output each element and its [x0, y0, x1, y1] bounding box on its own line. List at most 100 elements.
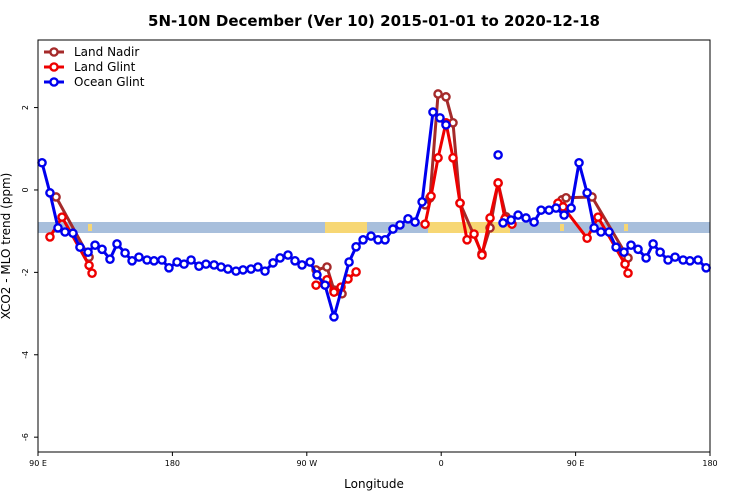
data-point: [201, 259, 211, 269]
data-point: [455, 198, 465, 208]
data-point: [157, 255, 167, 265]
data-point: [329, 287, 339, 297]
data-point: [561, 192, 571, 203]
data-point: [97, 244, 107, 255]
data-point: [223, 264, 233, 274]
data-point: [90, 240, 100, 250]
data-point: [441, 92, 451, 102]
data-point: [75, 242, 85, 253]
data-point: [105, 254, 115, 264]
data-point: [417, 197, 427, 207]
x-tick-label: 90 E: [29, 459, 47, 468]
data-point: [260, 266, 270, 276]
y-tick-label: 0: [21, 187, 30, 192]
data-point: [37, 157, 47, 168]
y-tick-label: -6: [21, 433, 30, 441]
data-point: [604, 227, 614, 237]
data-point: [462, 235, 472, 245]
legend-label: Land Glint: [74, 60, 136, 74]
y-axis-label: XCO2 - MLO trend (ppm): [0, 173, 13, 320]
x-tick-label: 90 W: [296, 459, 317, 468]
data-point: [358, 235, 368, 245]
data-point: [410, 217, 420, 227]
data-point: [57, 212, 67, 222]
data-point: [469, 229, 479, 239]
data-point: [506, 215, 516, 225]
data-point: [536, 205, 546, 215]
data-point: [45, 232, 55, 242]
data-point: [693, 255, 703, 265]
y-tick-label: -2: [21, 268, 30, 276]
data-point: [290, 256, 300, 266]
data-point: [433, 153, 443, 163]
data-point: [611, 242, 621, 253]
legend-marker: [49, 47, 59, 57]
data-point: [582, 233, 592, 243]
chart-title: 5N-10N December (Ver 10) 2015-01-01 to 2…: [148, 12, 600, 30]
legend-label: Ocean Glint: [74, 75, 145, 89]
legend-label: Land Nadir: [74, 45, 139, 59]
data-point: [433, 89, 443, 99]
data-point: [426, 191, 436, 201]
data-point: [701, 263, 711, 273]
data-point: [655, 247, 665, 257]
x-tick-label: 180: [165, 459, 180, 468]
data-point: [641, 253, 651, 263]
data-point: [60, 227, 70, 237]
data-point: [120, 248, 130, 258]
data-point: [477, 250, 487, 260]
x-tick-label: 180: [702, 459, 717, 468]
data-point: [366, 231, 376, 241]
data-point: [51, 192, 61, 202]
data-point: [297, 260, 307, 270]
data-point: [164, 263, 174, 273]
data-point: [448, 153, 458, 163]
data-point: [685, 256, 695, 266]
data-point: [149, 256, 159, 266]
data-point: [559, 210, 569, 220]
data-point: [513, 210, 523, 220]
data-point: [521, 213, 531, 223]
data-point: [305, 257, 315, 267]
y-tick-label: -4: [21, 351, 30, 359]
data-point: [238, 265, 248, 275]
data-point: [420, 219, 430, 229]
data-point: [441, 120, 451, 130]
data-point: [283, 250, 293, 260]
data-point: [388, 224, 398, 234]
x-axis-label: Longitude: [344, 477, 404, 491]
data-point: [53, 223, 63, 233]
data-point: [45, 188, 55, 198]
data-point: [596, 227, 606, 237]
data-point: [68, 228, 78, 239]
data-point: [351, 242, 361, 252]
legend-marker: [49, 62, 59, 72]
land-patch: [560, 224, 564, 231]
x-tick-label: 0: [439, 459, 444, 468]
data-point: [329, 312, 339, 322]
data-point: [84, 260, 94, 271]
data-point: [83, 247, 93, 257]
data-point: [87, 268, 97, 278]
data-point: [493, 178, 503, 188]
data-point: [253, 262, 263, 272]
land-patch: [88, 224, 92, 231]
data-point: [112, 239, 122, 249]
data-point: [179, 259, 189, 269]
data-point: [435, 113, 445, 123]
land-patch: [325, 222, 367, 233]
data-point: [311, 280, 321, 290]
data-point: [493, 150, 503, 160]
data-point: [620, 259, 630, 269]
data-point: [648, 239, 658, 249]
data-point: [626, 240, 636, 250]
series-line: [40, 110, 708, 319]
x-tick-label: 90 E: [567, 459, 585, 468]
data-point: [428, 107, 438, 117]
land-patch: [624, 224, 628, 231]
data-point: [275, 253, 285, 263]
data-point: [485, 213, 495, 223]
data-point: [593, 212, 603, 222]
plot-frame: [37, 39, 711, 453]
data-point: [268, 258, 278, 268]
